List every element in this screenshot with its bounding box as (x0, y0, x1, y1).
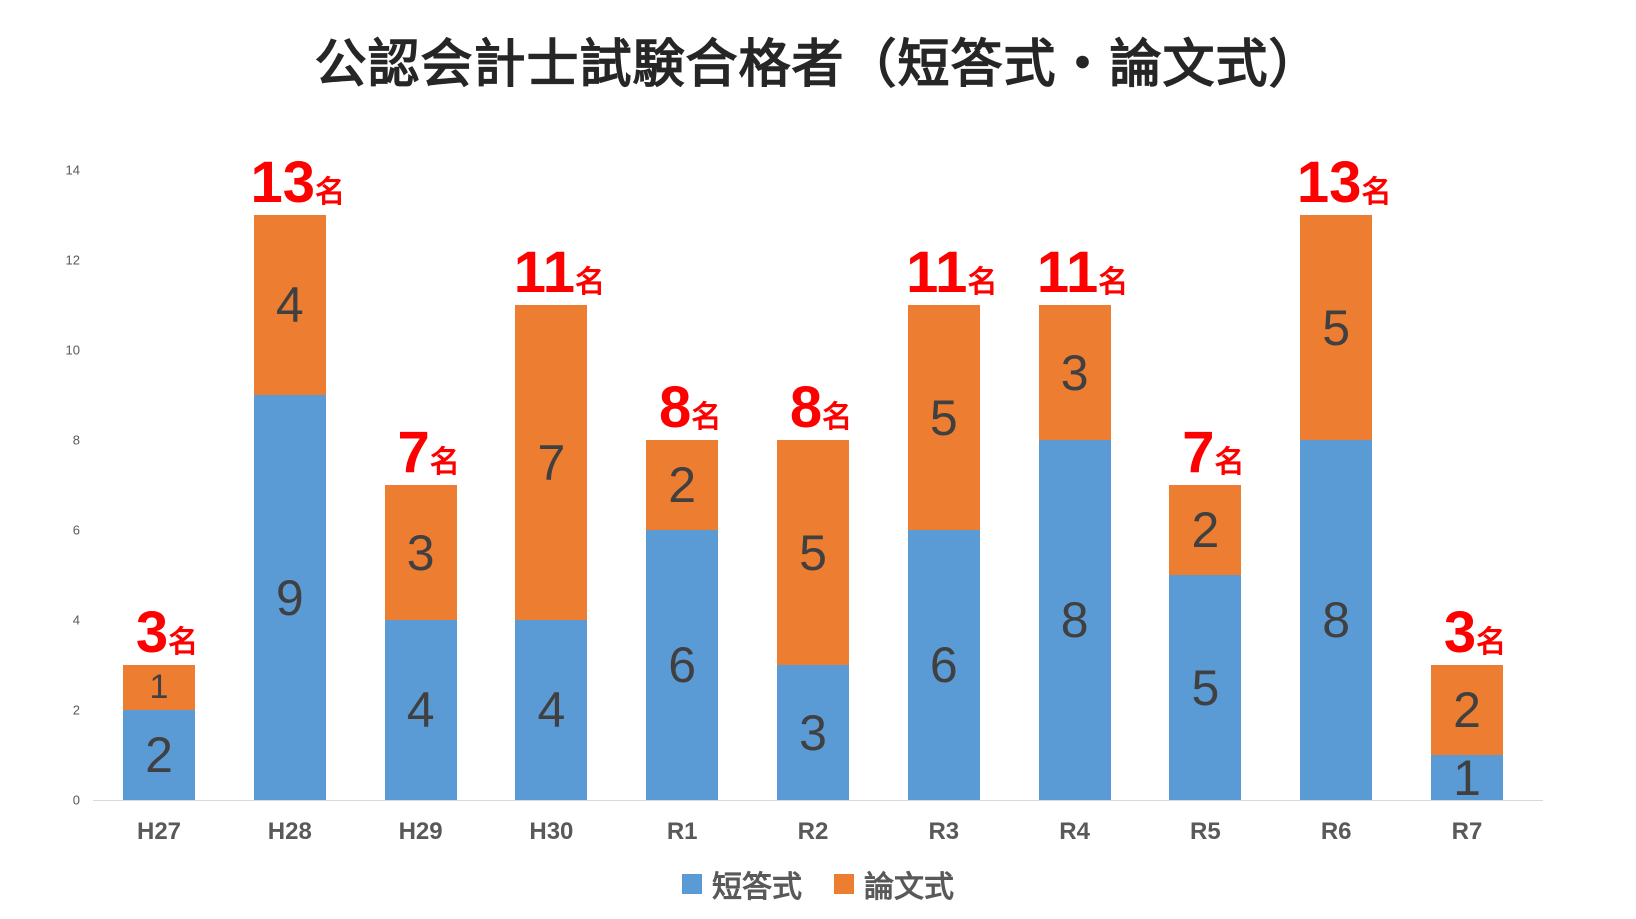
x-tick-label: R4 (1059, 818, 1090, 845)
x-tick-label: R7 (1451, 818, 1483, 845)
total-label: 3名 (1443, 600, 1507, 665)
total-label: 11名 (1036, 240, 1129, 305)
total-label: 11名 (906, 240, 998, 305)
x-tick-label: H29 (398, 818, 443, 845)
bar-segment-short-answer: 6 (907, 530, 980, 800)
x-tick-label: R2 (797, 818, 829, 845)
y-tick-label: 2 (72, 702, 80, 718)
bar-segment-essay: 2 (1169, 485, 1242, 575)
bar-segment-essay: 7 (515, 305, 588, 620)
legend: 短答式 論文式 (0, 862, 1636, 906)
bar-segment-essay: 1 (123, 665, 195, 710)
y-tick-label: 10 (65, 342, 80, 358)
bar-segment-short-answer: 6 (646, 530, 719, 800)
legend-swatch-short-answer (682, 874, 702, 894)
bar-segment-essay: 5 (777, 440, 849, 665)
x-tick-label: R6 (1320, 818, 1352, 845)
total-label: 11名 (513, 240, 606, 305)
y-tick-label: 4 (72, 612, 80, 628)
bar-segment-essay: 5 (907, 305, 980, 530)
bar-segment-essay: 3 (1038, 305, 1111, 440)
bar-segment-short-answer: 8 (1038, 440, 1111, 800)
legend-label-essay: 論文式 (864, 870, 954, 905)
bar-segment-essay: 4 (253, 215, 326, 395)
bar-segment-short-answer: 5 (1169, 575, 1242, 800)
total-label: 8名 (659, 375, 722, 440)
total-label: 8名 (789, 375, 853, 440)
chart-title: 公認会計士試験合格者（短答式・論文式） (314, 35, 1322, 95)
bar-segment-essay: 3 (384, 485, 457, 620)
legend-item-short-answer: 短答式 (682, 862, 802, 906)
x-tick-label: R5 (1190, 818, 1221, 845)
x-tick-label: H28 (267, 818, 312, 845)
legend-label-short-answer: 短答式 (712, 870, 802, 905)
bar-segment-short-answer: 3 (777, 665, 849, 800)
bar-segment-short-answer: 4 (384, 620, 457, 800)
total-label: 13名 (250, 150, 346, 215)
y-tick-label: 14 (65, 162, 80, 178)
y-tick-label: 6 (72, 522, 80, 538)
bar-segment-essay: 2 (646, 440, 719, 530)
bar-segment-essay: 5 (1300, 215, 1373, 440)
bar-segment-short-answer: 9 (253, 395, 326, 800)
x-tick-label: R1 (666, 818, 698, 845)
bar-segment-short-answer: 2 (123, 710, 195, 800)
total-label: 7名 (1182, 420, 1245, 485)
x-tick-label: H30 (529, 818, 574, 845)
x-axis-line (93, 800, 1543, 801)
y-tick-label: 12 (65, 252, 80, 268)
bar-segment-short-answer: 8 (1300, 440, 1373, 800)
x-tick-label: R3 (928, 818, 960, 845)
total-label: 13名 (1296, 150, 1392, 215)
bar-segment-short-answer: 4 (515, 620, 588, 800)
total-label: 7名 (397, 420, 460, 485)
y-tick-label: 0 (72, 792, 80, 808)
y-tick-label: 8 (72, 432, 80, 448)
bar-segment-essay: 2 (1431, 665, 1503, 755)
legend-item-essay: 論文式 (834, 862, 954, 906)
total-label: 3名 (135, 600, 199, 665)
bar-segment-short-answer: 1 (1431, 750, 1503, 806)
x-tick-label: H27 (136, 818, 182, 845)
legend-swatch-essay (834, 874, 854, 894)
